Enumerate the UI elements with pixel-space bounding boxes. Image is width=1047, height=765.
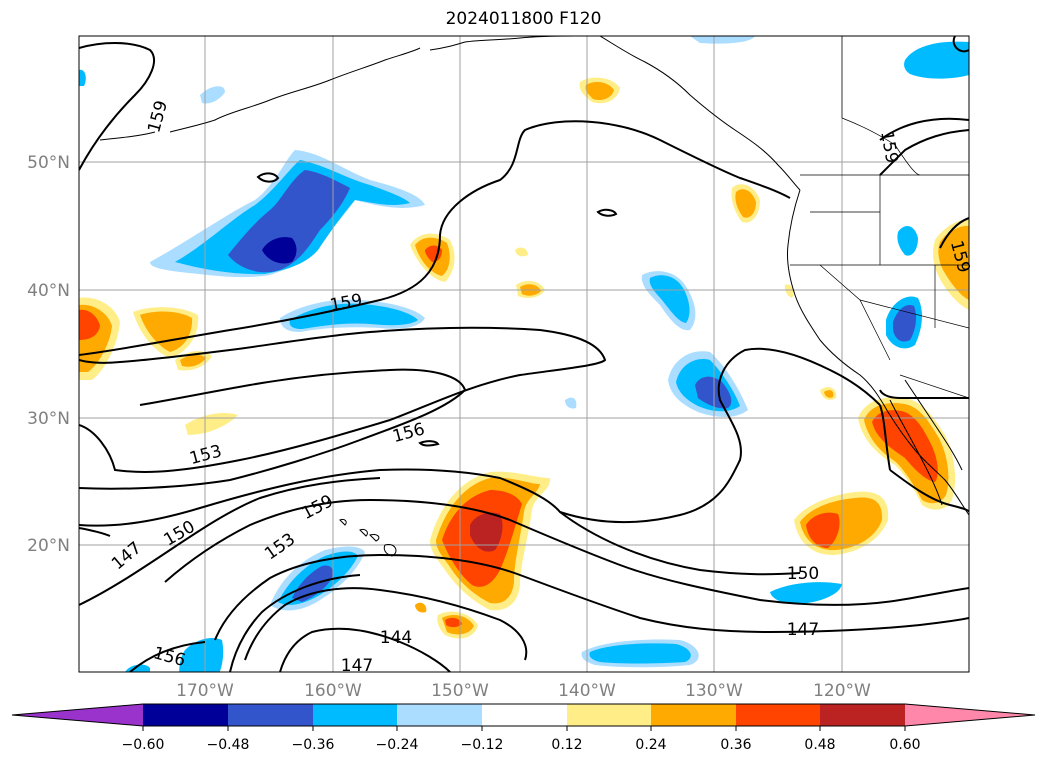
political-borders bbox=[790, 36, 969, 399]
anomaly-shading bbox=[79, 36, 969, 672]
lon-label: 130°W bbox=[685, 681, 743, 701]
lon-label: 170°W bbox=[176, 681, 234, 701]
lon-label: 120°W bbox=[813, 681, 871, 701]
colorbar-segment bbox=[820, 704, 905, 726]
lon-label: 160°W bbox=[304, 681, 362, 701]
contour-label: 147 bbox=[787, 620, 819, 640]
map-frame bbox=[78, 35, 970, 673]
colorbar-segment bbox=[313, 704, 397, 726]
colorbar-tick-label: 0.60 bbox=[889, 737, 920, 753]
graticule bbox=[79, 36, 969, 672]
colorbar-tick-label: −0.24 bbox=[376, 737, 419, 753]
colorbar-extend-right bbox=[905, 704, 1035, 726]
colorbar-segment bbox=[736, 704, 820, 726]
colorbar-segment bbox=[482, 704, 567, 726]
contour-label: 150 bbox=[787, 564, 819, 584]
contour-label: 147 bbox=[341, 656, 373, 676]
map-background bbox=[79, 36, 969, 672]
colorbar-tick-label: −0.12 bbox=[461, 737, 504, 753]
lon-label: 150°W bbox=[431, 681, 489, 701]
colorbar-segment bbox=[567, 704, 651, 726]
colorbar-extend-left bbox=[12, 704, 143, 726]
contour-labels: 159 159 159 156 153 150 147 159 153 156 … bbox=[108, 98, 974, 676]
colorbar-tick-label: 0.24 bbox=[635, 737, 666, 753]
coastlines bbox=[99, 36, 969, 557]
colorbar-tick-label: −0.60 bbox=[122, 737, 165, 753]
lat-label: 30°N bbox=[27, 409, 70, 429]
lat-label: 50°N bbox=[27, 153, 70, 173]
colorbar-tick-label: 0.48 bbox=[804, 737, 835, 753]
colorbar-segment bbox=[228, 704, 313, 726]
lat-label: 40°N bbox=[27, 281, 70, 301]
colorbar-tick-label: 0.12 bbox=[551, 737, 582, 753]
colorbar: −0.60 −0.48 −0.36 −0.24 −0.12 0.12 0.24 … bbox=[11, 703, 1036, 753]
colorbar-tick-label: −0.36 bbox=[292, 737, 335, 753]
longitude-labels: 170°W 160°W 150°W 140°W 130°W 120°W bbox=[176, 681, 871, 701]
colorbar-tick-label: −0.48 bbox=[207, 737, 250, 753]
lon-label: 140°W bbox=[558, 681, 616, 701]
lat-label: 20°N bbox=[27, 536, 70, 556]
contour-label: 144 bbox=[380, 628, 412, 648]
colorbar-segment bbox=[397, 704, 482, 726]
colorbar-tick-label: 0.36 bbox=[720, 737, 751, 753]
chart-title: 2024011800 F120 bbox=[445, 9, 602, 29]
height-contours bbox=[79, 36, 969, 672]
colorbar-segment bbox=[143, 704, 228, 726]
colorbar-segment bbox=[651, 704, 736, 726]
latitude-labels: 50°N 40°N 30°N 20°N bbox=[27, 153, 70, 556]
